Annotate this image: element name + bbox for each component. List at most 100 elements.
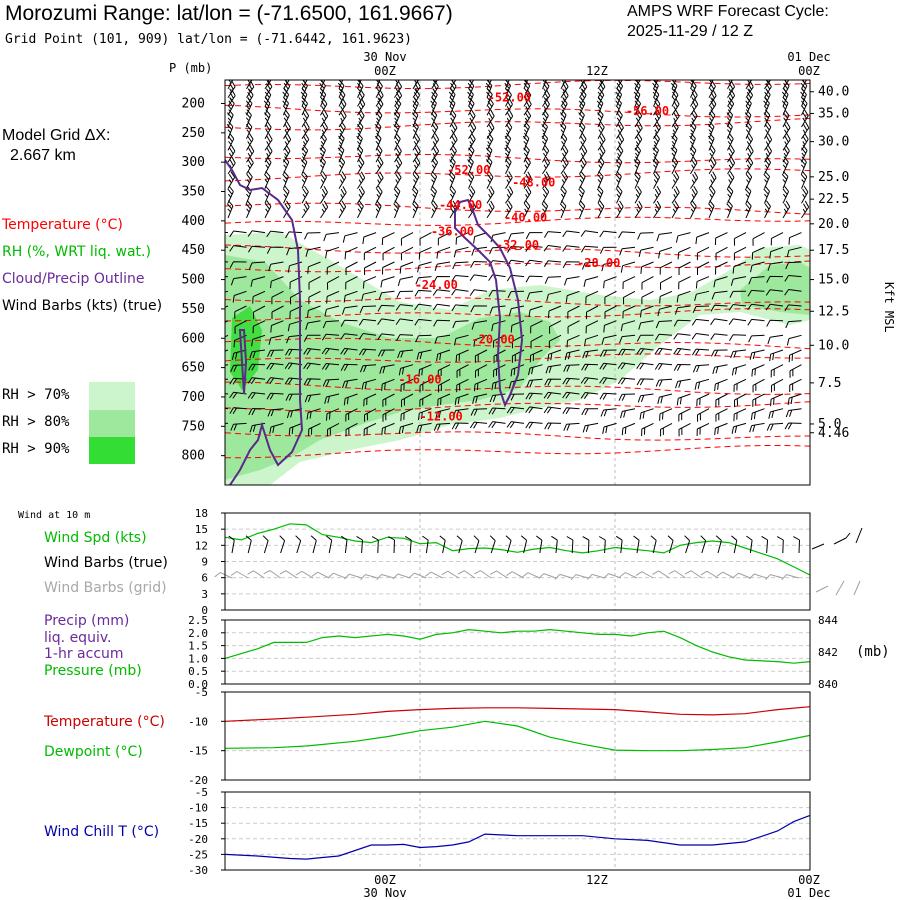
upper-wind-barb (542, 89, 551, 107)
upper-wind-barb (361, 290, 377, 302)
upper-wind-barb (338, 109, 347, 128)
upper-wind-barb (801, 144, 808, 163)
wind-barb-grid (652, 570, 670, 579)
upper-wind-barb (579, 133, 587, 151)
y-tick-label: 6 (201, 572, 208, 585)
upper-wind-barb (345, 422, 358, 437)
upper-wind-barb (322, 320, 340, 329)
upper-wind-barb (763, 109, 771, 128)
upper-wind-barb (505, 171, 513, 189)
upper-wind-barb (511, 349, 525, 363)
upper-wind-barb (697, 261, 710, 275)
height-tick-label: 17.5 (818, 243, 849, 258)
upper-wind-barb (474, 349, 488, 363)
upper-wind-barb (320, 109, 329, 128)
upper-wind-barb (357, 80, 362, 89)
upper-wind-barb (449, 121, 458, 139)
upper-wind-barb (419, 232, 432, 246)
upper-wind-barb (696, 246, 710, 261)
upper-wind-barb (306, 408, 321, 420)
upper-wind-barb (394, 144, 402, 163)
upper-wind-barb (357, 186, 365, 204)
upper-wind-barb (731, 364, 747, 376)
upper-wind-barb (507, 290, 525, 299)
upper-wind-barb (675, 232, 691, 243)
outside-true-barb (845, 532, 851, 539)
y-tick-label: 1.5 (188, 640, 208, 653)
upper-wind-barb (578, 200, 586, 219)
upper-wind-barb (338, 132, 345, 151)
wind-barb-true (667, 535, 674, 554)
upper-wind-barb (468, 97, 475, 116)
upper-wind-barb (319, 88, 327, 107)
upper-wind-barb (282, 170, 289, 189)
upper-wind-barb (542, 109, 549, 128)
upper-wind-barb (690, 200, 697, 219)
upper-wind-barb (785, 261, 802, 270)
upper-wind-barb (437, 364, 451, 378)
upper-wind-barb (751, 246, 765, 260)
upper-wind-barb (782, 109, 790, 128)
upper-wind-barb (710, 349, 728, 357)
upper-wind-barb (307, 305, 321, 318)
legend-cloud: Cloud/Precip Outline (2, 271, 145, 287)
y-tick-label: 12 (195, 539, 208, 552)
upper-wind-barb (715, 246, 728, 261)
upper-wind-barb (578, 109, 585, 128)
upper-wind-barb (747, 318, 765, 326)
upper-wind-barb (560, 185, 567, 204)
wind-barb-true (325, 535, 333, 554)
upper-wind-barb (655, 378, 673, 387)
upper-wind-barb (227, 185, 234, 204)
upper-wind-barb (542, 185, 550, 204)
upper-wind-barb (750, 261, 765, 273)
upper-wind-barb (671, 171, 680, 189)
upper-wind-barb (580, 245, 599, 253)
pressure-tick-label: 300 (182, 155, 205, 170)
upper-wind-barb (713, 276, 728, 288)
upper-wind-barb (727, 89, 736, 107)
upper-wind-barb (637, 393, 654, 403)
cloud-outline-small (238, 329, 248, 395)
upper-wind-barb (287, 261, 303, 273)
upper-wind-barb (597, 200, 605, 219)
upper-wind-barb (430, 97, 437, 116)
upper-wind-barb (770, 364, 784, 378)
isotherm-label: -12.00 (419, 409, 462, 423)
legend-wind-barbs: Wind Barbs (kts) (true) (2, 298, 163, 314)
upper-wind-barb (338, 171, 347, 189)
upper-wind-barb (729, 290, 747, 298)
pressure-unit: (mb) (856, 644, 890, 660)
upper-wind-barb (451, 422, 469, 430)
upper-wind-barb (264, 144, 273, 163)
y-tick-label: 18 (195, 507, 208, 520)
wind-barb-true (761, 535, 769, 554)
upper-wind-barb (245, 200, 253, 219)
upper-wind-barb (394, 80, 400, 90)
upper-wind-barb (263, 170, 271, 189)
upper-wind-barb (301, 133, 310, 151)
upper-wind-barb (523, 144, 530, 163)
upper-wind-barb (764, 200, 771, 219)
upper-wind-barb (327, 276, 340, 290)
isotherm-line (225, 216, 810, 226)
pressure-tick-label: 700 (182, 390, 205, 405)
upper-wind-barb (525, 275, 543, 283)
upper-wind-barb (301, 109, 310, 128)
upper-wind-barb (566, 334, 580, 348)
upper-wind-barb (616, 109, 623, 128)
upper-wind-barb (394, 156, 403, 175)
chill-gridlines (225, 792, 810, 870)
upper-wind-barb (505, 121, 513, 139)
upper-wind-barb (418, 408, 432, 421)
upper-wind-barb (767, 334, 784, 345)
upper-wind-barb (616, 200, 624, 219)
upper-wind-barb (637, 232, 654, 240)
upper-wind-barb (526, 378, 543, 388)
grid-point-label: Grid Point (101, 909) lat/lon = (-71.644… (5, 32, 412, 47)
upper-wind-barb (393, 200, 400, 219)
isotherm-line (225, 80, 810, 90)
upper-wind-barb (733, 378, 747, 392)
wind-barb-true (279, 535, 286, 554)
upper-wind-barb (745, 200, 752, 219)
